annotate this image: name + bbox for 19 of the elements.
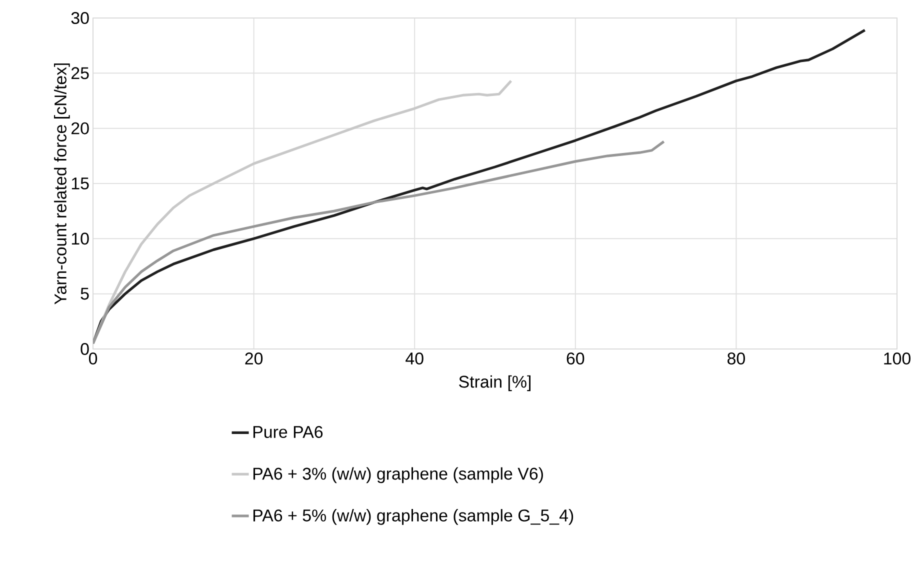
y-tick-label: 15 [72,178,89,190]
legend-label: Pure PA6 [253,426,323,438]
y-tick-label: 20 [72,122,89,134]
y-tick-label: 5 [80,288,89,300]
x-tick-label: 40 [406,352,424,365]
x-tick-label: 0 [88,352,98,365]
x-tick-label: 60 [566,352,584,365]
x-axis-title: Strain [%] [459,375,530,392]
y-tick-label: 0 [80,342,89,355]
line-series [93,140,666,345]
legend-label: PA6 + 3% (w/w) graphene (sample V6) [253,467,543,484]
y-tick-label: 30 [71,12,89,24]
y-tick-label: 10 [72,232,89,245]
x-tick-label: 80 [728,352,745,365]
legend-label: PA6 + 5% (w/w) graphene (sample G_5_4) [253,509,574,525]
x-tick-label: 20 [245,352,263,365]
x-tick-label: 100 [884,352,910,365]
y-tick-label: 25 [72,67,89,80]
y-axis-title: Yarn-count related force [cN/tex] [54,63,70,304]
